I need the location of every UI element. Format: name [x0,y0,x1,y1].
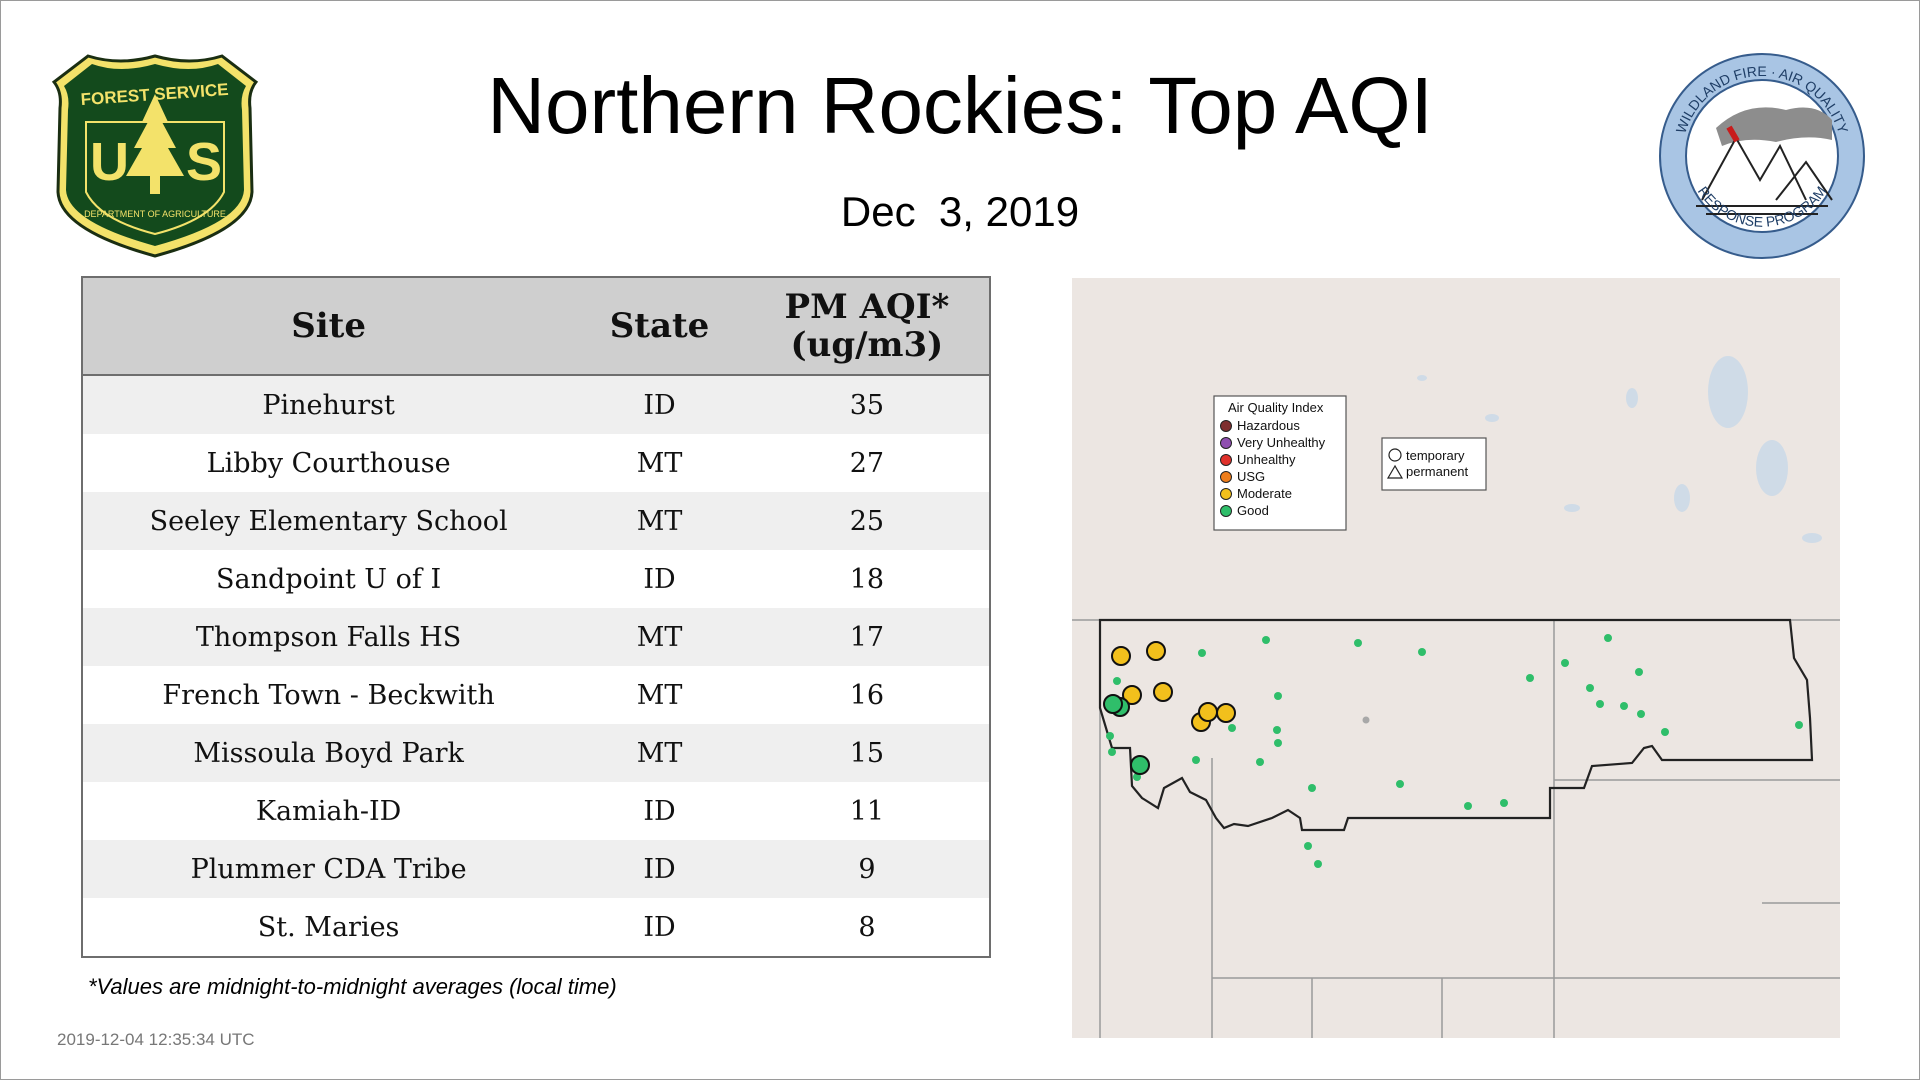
marker-moderate [1111,646,1131,666]
legend-swatch-icon [1220,505,1232,517]
cell-state: MT [574,434,745,492]
legend-swatch-icon [1220,437,1232,449]
cell-state: MT [574,492,745,550]
marker-good [1130,755,1150,775]
cell-aqi: 11 [744,782,990,840]
wildland-fire-logo: WILDLAND FIRE · AIR QUALITY RESPONSE PRO… [1659,53,1865,259]
table-row: Missoula Boyd Park MT 15 [82,724,990,782]
table-row: Libby Courthouse MT 27 [82,434,990,492]
cell-state: MT [574,666,745,724]
cell-site: Thompson Falls HS [82,608,575,666]
legend-swatch-icon [1220,420,1232,432]
cell-site: Seeley Elementary School [82,492,575,550]
cell-site: Pinehurst [82,375,575,434]
header-site: Site [82,277,575,376]
timestamp: 2019-12-04 12:35:34 UTC [57,1030,255,1049]
marker-moderate [1122,685,1142,705]
grey-monitor-dot [1362,716,1370,724]
region-border [1098,618,1814,832]
aqi-map: Air Quality Index Hazardous Very Unhealth… [1072,278,1840,1038]
legend-item-label: USG [1237,469,1265,484]
cell-state: ID [574,375,745,434]
header-aqi-line1: PM AQI* [784,287,950,327]
cell-site: Missoula Boyd Park [82,724,575,782]
type-legend: temporary permanent [1381,437,1487,491]
legend-swatch-icon [1220,471,1232,483]
type-legend-permanent: permanent [1406,464,1469,479]
table-row: Sandpoint U of I ID 18 [82,550,990,608]
table-row: Thompson Falls HS MT 17 [82,608,990,666]
logo-letter-u: U [90,132,129,192]
legend-swatch-icon [1220,454,1232,466]
logo-letter-s: S [186,132,222,192]
aqi-markers [1103,641,1236,775]
forest-service-logo: U S FOREST SERVICE DEPARTMENT OF AGRICUL… [51,54,259,258]
cell-aqi: 25 [744,492,990,550]
cell-site: French Town - Beckwith [82,666,575,724]
cell-site: Sandpoint U of I [82,550,575,608]
cell-aqi: 27 [744,434,990,492]
footnote: *Values are midnight-to-midnight average… [88,974,617,999]
cell-aqi: 35 [744,375,990,434]
aqi-table: Site State PM AQI* (ug/m3) Pinehurst ID 35… [81,276,991,958]
cell-state: ID [574,550,745,608]
table-row: Kamiah-ID ID 11 [82,782,990,840]
legend-item-label: Good [1237,503,1269,518]
cell-aqi: 16 [744,666,990,724]
marker-moderate [1216,703,1236,723]
legend-swatch-icon [1220,488,1232,500]
header-aqi-line2: (ug/m3) [790,325,944,365]
table-row: Seeley Elementary School MT 25 [82,492,990,550]
marker-good [1103,694,1123,714]
table-row: St. Maries ID 8 [82,898,990,957]
page-title: Northern Rockies: Top AQI [487,61,1433,150]
legend-title: Air Quality Index [1228,400,1324,415]
header-aqi: PM AQI* (ug/m3) [744,277,990,376]
cell-state: ID [574,898,745,957]
monitor-dots [1106,634,1803,868]
table-row: French Town - Beckwith MT 16 [82,666,990,724]
marker-moderate [1198,702,1218,722]
legend-item-label: Very Unhealthy [1237,435,1326,450]
report-date: Dec 3, 2019 [840,188,1080,235]
map-lakes [1417,356,1822,543]
logo-bottom-text: DEPARTMENT OF AGRICULTURE [84,209,226,219]
cell-site: Libby Courthouse [82,434,575,492]
legend-item-label: Moderate [1237,486,1292,501]
cell-state: ID [574,840,745,898]
temporary-marker-icon [1388,448,1402,462]
permanent-marker-icon [1386,464,1404,479]
cell-aqi: 15 [744,724,990,782]
cell-aqi: 18 [744,550,990,608]
header-state: State [574,277,745,376]
legend-item-label: Unhealthy [1237,452,1296,467]
cell-state: ID [574,782,745,840]
cell-site: Plummer CDA Tribe [82,840,575,898]
table-row: Plummer CDA Tribe ID 9 [82,840,990,898]
cell-aqi: 17 [744,608,990,666]
table-row: Pinehurst ID 35 [82,375,990,434]
legend-item-label: Hazardous [1237,418,1300,433]
marker-moderate [1146,641,1166,661]
type-legend-temporary: temporary [1406,448,1465,463]
cell-site: St. Maries [82,898,575,957]
marker-moderate [1153,682,1173,702]
aqi-legend: Air Quality Index Hazardous Very Unhealth… [1213,395,1347,531]
cell-aqi: 9 [744,840,990,898]
table-header-row: Site State PM AQI* (ug/m3) [82,277,990,376]
cell-state: MT [574,608,745,666]
cell-site: Kamiah-ID [82,782,575,840]
cell-aqi: 8 [744,898,990,957]
cell-state: MT [574,724,745,782]
